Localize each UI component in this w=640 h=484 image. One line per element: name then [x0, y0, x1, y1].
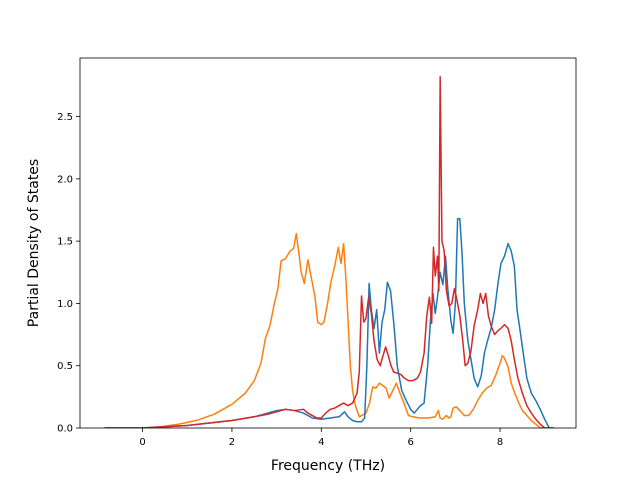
y-tick-label: 1.5 — [57, 237, 73, 248]
y-axis-label: Partial Density of States — [26, 159, 42, 327]
y-axis: 0.0 0.5 1.0 1.5 2.0 2.5 — [57, 112, 80, 435]
x-tick-label: 4 — [318, 437, 324, 448]
x-axis: 0 2 4 6 8 — [139, 428, 503, 448]
plot-frame — [79, 57, 577, 429]
series-group — [104, 75, 554, 428]
series-line-0 — [104, 232, 554, 428]
y-tick-label: 0.0 — [57, 424, 73, 435]
plot-area — [80, 58, 576, 428]
x-tick-label: 8 — [497, 437, 503, 448]
series-line-2 — [104, 75, 554, 428]
x-tick-label: 0 — [139, 437, 145, 448]
y-tick-label: 0.5 — [57, 361, 73, 372]
x-axis-label: Frequency (THz) — [271, 458, 385, 474]
y-tick-label: 1.0 — [57, 299, 73, 310]
y-tick-label: 2.5 — [57, 112, 73, 123]
series-line-1 — [104, 217, 554, 428]
y-tick-label: 2.0 — [57, 174, 73, 185]
x-tick-label: 2 — [229, 437, 235, 448]
x-tick-label: 6 — [407, 437, 413, 448]
